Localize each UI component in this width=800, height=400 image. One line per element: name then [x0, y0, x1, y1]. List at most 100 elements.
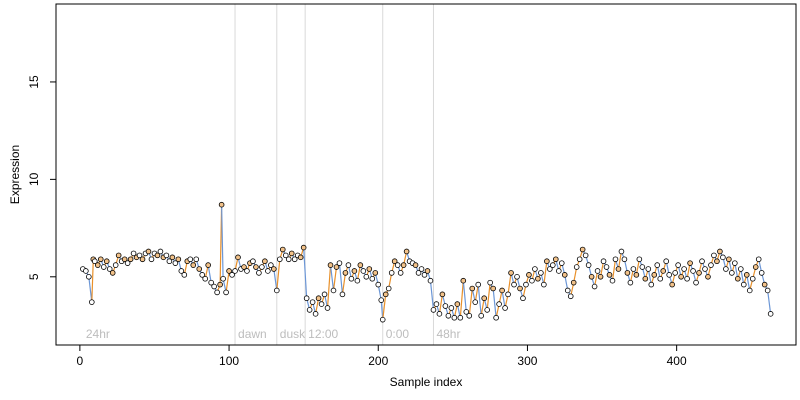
data-point [139, 256, 146, 263]
data-point [523, 281, 529, 288]
connector-segment [611, 259, 617, 281]
data-point [490, 285, 496, 292]
x-tick-label: 100 [219, 354, 239, 368]
data-point [717, 248, 723, 255]
x-tick-label: 300 [517, 354, 537, 368]
data-point [297, 254, 304, 261]
data-point [481, 295, 487, 302]
data-point [136, 252, 143, 259]
y-tick-label: 5 [27, 273, 41, 280]
connector-segment [480, 298, 485, 316]
x-tick-label: 400 [667, 354, 687, 368]
data-point [466, 312, 473, 319]
data-point [538, 270, 544, 276]
data-point [696, 270, 702, 276]
data-point [711, 252, 717, 259]
data-point [642, 275, 649, 282]
connector-segment [477, 284, 482, 316]
section-label: dusk [280, 327, 306, 341]
data-point [460, 277, 467, 284]
data-point [687, 260, 693, 266]
data-point [612, 256, 619, 263]
x-tick-label: 0 [77, 354, 84, 368]
data-point [672, 270, 678, 276]
data-points [80, 201, 774, 323]
connector-segment [459, 280, 464, 318]
data-point [223, 289, 229, 296]
data-point [187, 256, 194, 263]
data-point [369, 275, 376, 282]
data-point [517, 285, 523, 292]
data-point [268, 262, 274, 268]
data-point [217, 281, 223, 288]
data-point [472, 299, 479, 305]
section-label: 24hr [86, 327, 110, 341]
data-point [499, 287, 505, 294]
data-point [475, 281, 482, 288]
data-point [627, 279, 634, 286]
data-point [166, 258, 173, 265]
data-point [193, 256, 200, 263]
data-point [145, 248, 152, 255]
data-point [752, 264, 759, 270]
connector-segment [474, 284, 479, 303]
data-point [229, 272, 235, 278]
data-point [309, 299, 316, 305]
data-point [106, 266, 113, 272]
data-point [89, 299, 95, 305]
data-point [400, 262, 407, 268]
data-point [103, 258, 110, 265]
data-point [582, 252, 589, 259]
data-point [758, 270, 765, 276]
data-point [312, 311, 319, 317]
data-point [439, 291, 446, 298]
connector-segment [303, 247, 308, 299]
data-point [547, 266, 553, 272]
data-point [318, 301, 325, 307]
data-point [570, 279, 577, 286]
data-point [339, 291, 346, 298]
data-point [666, 272, 672, 278]
y-axis: 5 10 15 [27, 75, 56, 280]
data-point [274, 287, 280, 294]
section-separators [234, 4, 434, 345]
data-point [100, 264, 107, 270]
data-point [520, 295, 526, 302]
data-point [256, 270, 262, 276]
data-point [259, 264, 265, 270]
data-point [529, 277, 535, 284]
data-point [330, 287, 337, 294]
data-point [97, 256, 104, 263]
data-point [597, 273, 604, 280]
data-point [436, 311, 443, 317]
data-point [348, 275, 355, 282]
connector-segment [329, 265, 335, 291]
connector-segment [543, 261, 548, 285]
data-point [624, 270, 631, 276]
y-tick-label: 10 [27, 172, 41, 186]
data-point [669, 281, 675, 288]
data-point [375, 281, 382, 288]
connector-segment [486, 282, 491, 310]
connector-segment [382, 294, 387, 320]
data-point [345, 262, 352, 268]
data-point [315, 295, 322, 302]
data-point [445, 312, 452, 319]
section-label: 12:00 [308, 327, 338, 341]
data-point [615, 266, 622, 272]
section-label: dawn [238, 327, 267, 341]
data-point [749, 275, 756, 282]
data-point [675, 262, 681, 268]
data-point [172, 260, 179, 266]
data-point [303, 295, 310, 302]
data-point [764, 287, 771, 294]
data-point [271, 266, 277, 272]
data-point [729, 270, 735, 276]
connector-segment [276, 259, 281, 291]
data-point [382, 291, 389, 298]
data-point [157, 248, 164, 255]
connector-segment [326, 265, 332, 309]
plot-frame [55, 3, 797, 346]
data-point [573, 264, 580, 270]
data-point [205, 262, 211, 268]
